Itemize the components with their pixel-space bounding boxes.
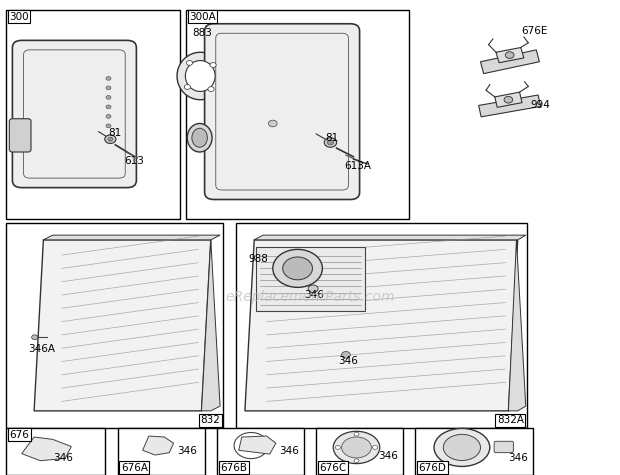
Circle shape [268,120,277,127]
Circle shape [354,432,359,436]
Circle shape [335,446,340,449]
FancyBboxPatch shape [236,223,527,428]
Circle shape [373,446,378,449]
Ellipse shape [342,437,371,458]
FancyBboxPatch shape [186,10,409,218]
Circle shape [273,249,322,287]
Ellipse shape [187,124,212,152]
FancyBboxPatch shape [6,428,105,475]
Circle shape [308,285,318,293]
Circle shape [354,459,359,463]
Circle shape [106,124,111,128]
Ellipse shape [185,61,215,91]
Text: 300A: 300A [189,12,216,22]
Text: 676E: 676E [521,26,547,36]
FancyBboxPatch shape [217,428,304,475]
FancyBboxPatch shape [205,24,360,200]
Text: 676B: 676B [220,463,247,473]
Circle shape [106,86,111,90]
Ellipse shape [177,52,224,100]
Text: 346: 346 [338,356,358,366]
Polygon shape [479,95,541,117]
Polygon shape [254,235,526,240]
Text: 346: 346 [378,451,398,461]
FancyBboxPatch shape [316,428,403,475]
Circle shape [32,335,38,340]
Circle shape [105,135,116,143]
Text: 300: 300 [9,12,29,22]
Ellipse shape [192,128,207,147]
Polygon shape [496,48,524,63]
Ellipse shape [443,434,480,461]
Polygon shape [495,92,522,107]
Polygon shape [202,240,220,411]
Text: 613: 613 [124,156,144,167]
FancyBboxPatch shape [118,428,205,475]
Circle shape [106,76,111,80]
FancyBboxPatch shape [494,441,513,453]
Polygon shape [239,436,276,454]
Circle shape [108,137,113,141]
Text: 676D: 676D [418,463,446,473]
Text: 883: 883 [192,28,212,38]
Circle shape [327,140,334,145]
Polygon shape [34,240,211,411]
Circle shape [342,352,350,358]
Text: 346: 346 [304,289,324,300]
Text: 346: 346 [177,446,197,456]
FancyBboxPatch shape [6,223,223,428]
Circle shape [106,105,111,109]
Circle shape [283,257,312,280]
Circle shape [106,114,111,118]
Circle shape [208,87,214,92]
FancyBboxPatch shape [12,40,136,188]
Circle shape [106,95,111,99]
Text: 832A: 832A [497,415,524,425]
Circle shape [187,60,193,65]
Circle shape [324,138,337,147]
Text: 346A: 346A [28,344,55,354]
Text: 994: 994 [530,99,550,110]
Polygon shape [143,436,174,455]
Text: 676: 676 [9,430,29,440]
Text: 832: 832 [200,415,220,425]
Polygon shape [508,240,526,411]
Polygon shape [480,50,539,74]
Polygon shape [245,240,518,411]
FancyBboxPatch shape [415,428,533,475]
FancyBboxPatch shape [6,10,180,218]
Ellipse shape [434,428,490,466]
FancyBboxPatch shape [256,247,365,311]
Ellipse shape [334,431,379,464]
Text: 676A: 676A [121,463,148,473]
Text: 81: 81 [326,133,339,143]
FancyBboxPatch shape [9,119,31,152]
Circle shape [210,63,216,67]
Text: 676C: 676C [319,463,347,473]
Polygon shape [43,235,220,240]
Text: 346: 346 [279,446,299,456]
Polygon shape [22,437,71,461]
Text: 81: 81 [108,128,122,138]
Circle shape [504,96,513,103]
Circle shape [184,85,190,89]
Text: eReplacementParts.com: eReplacementParts.com [225,290,395,304]
Text: 613A: 613A [344,161,371,171]
Text: 346: 346 [508,453,528,464]
Circle shape [505,52,514,58]
Text: 346: 346 [53,453,73,464]
Text: 988: 988 [248,254,268,264]
